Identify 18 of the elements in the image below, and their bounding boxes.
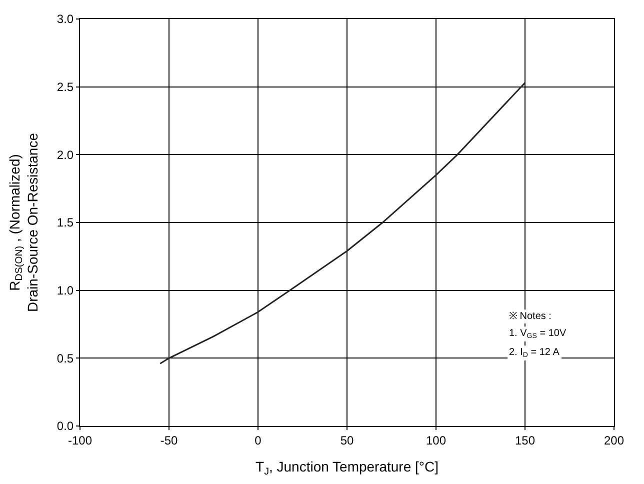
y-tick-label: 2.0: [56, 148, 74, 162]
annotation: ※ Notes :: [509, 311, 552, 322]
y-tick-label: 3.0: [56, 12, 74, 26]
y-tick-label: 1.5: [56, 216, 74, 230]
x-axis-title: T$_{J}$, Junction Temperature [°C]: [256, 458, 438, 478]
x-tick-label: 0: [254, 433, 262, 448]
x-tick-label: 100: [426, 433, 446, 448]
x-tick-label: -100: [68, 433, 92, 448]
x-tick-label: 150: [514, 433, 536, 448]
y-tick-label: 2.5: [56, 80, 74, 94]
y-tick-label: 0.5: [56, 351, 74, 366]
x-tick-label: -50: [160, 433, 178, 448]
y-tick-label: 1.0: [56, 284, 74, 298]
annotation: 1. V$_{GS}$ = 10V: [509, 328, 566, 340]
annotation: 2. I$_{D}$ = 12 A: [509, 347, 560, 360]
x-tick-label: 50: [340, 433, 354, 448]
y-tick-label: 0.0: [56, 419, 74, 434]
x-tick-label: 200: [604, 433, 624, 448]
